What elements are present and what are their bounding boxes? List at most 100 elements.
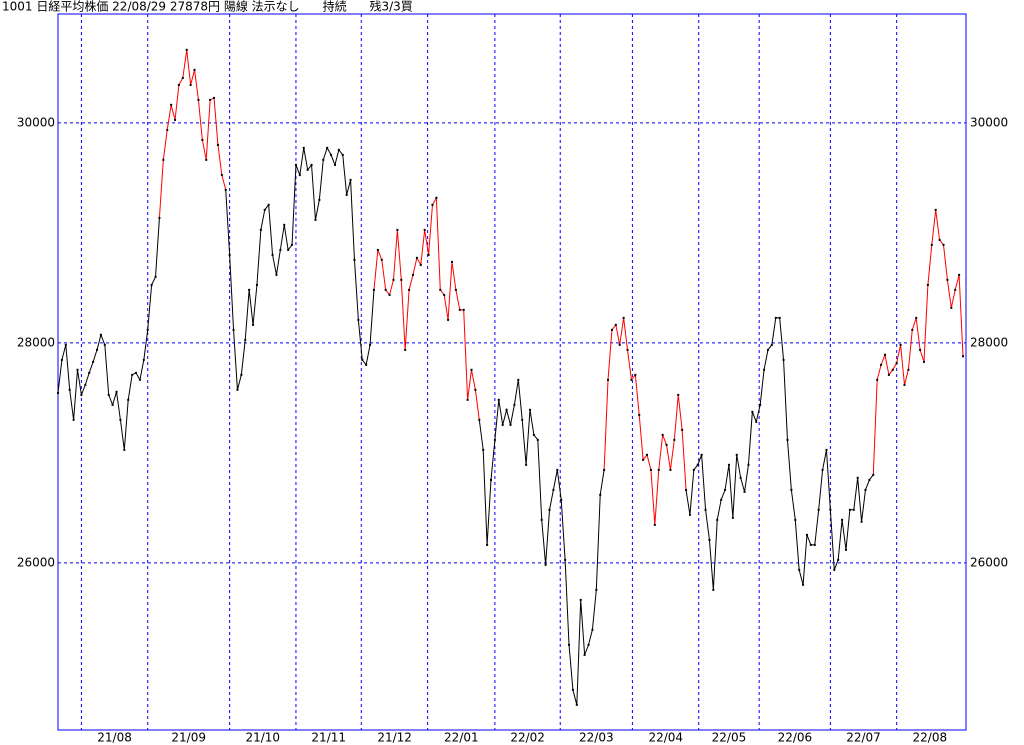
price-point xyxy=(240,373,243,376)
y-tick-label: 28000 xyxy=(17,335,55,349)
price-point xyxy=(283,223,286,226)
price-line xyxy=(158,49,227,218)
price-point xyxy=(653,523,656,526)
price-point xyxy=(724,488,727,491)
price-point xyxy=(844,548,847,551)
price-point xyxy=(922,360,925,363)
price-point xyxy=(415,256,418,259)
price-point xyxy=(883,353,886,356)
price-point xyxy=(369,343,372,346)
price-point xyxy=(864,488,867,491)
x-tick-label: 22/02 xyxy=(510,731,545,745)
price-point xyxy=(310,163,313,166)
price-point xyxy=(782,358,785,361)
price-point xyxy=(322,158,325,161)
plot-frame xyxy=(57,13,967,731)
price-point xyxy=(388,293,391,296)
price-point xyxy=(848,508,851,511)
price-point xyxy=(146,328,149,331)
price-point xyxy=(478,418,481,421)
price-point xyxy=(564,558,567,561)
price-point xyxy=(860,520,863,523)
price-point xyxy=(380,258,383,261)
price-point xyxy=(821,468,824,471)
price-point xyxy=(790,488,793,491)
price-point xyxy=(618,343,621,346)
price-point xyxy=(244,338,247,341)
y2-tick-label: 30000 xyxy=(970,115,1008,129)
price-point xyxy=(688,513,691,516)
price-point xyxy=(727,463,730,466)
price-point xyxy=(314,218,317,221)
price-point xyxy=(337,148,340,151)
price-point xyxy=(80,393,83,396)
price-point xyxy=(435,196,438,199)
price-point xyxy=(123,448,126,451)
chart-title: 1001 日経平均株価 22/08/29 27878円 陽線 法示なし 持続 残… xyxy=(2,0,413,14)
price-point xyxy=(743,490,746,493)
price-point xyxy=(735,453,738,456)
price-point xyxy=(103,343,106,346)
price-point xyxy=(962,355,964,358)
price-point xyxy=(954,288,957,291)
price-point xyxy=(255,283,258,286)
price-point xyxy=(595,588,598,591)
price-point xyxy=(805,533,808,536)
x-tick-label: 22/01 xyxy=(444,731,479,745)
price-point xyxy=(607,378,610,381)
price-line xyxy=(872,209,964,475)
price-point xyxy=(302,146,305,149)
price-point xyxy=(64,343,67,346)
price-point xyxy=(813,543,816,546)
price-point xyxy=(540,518,543,521)
price-point xyxy=(938,238,941,241)
price-point xyxy=(158,216,161,219)
price-point xyxy=(439,288,442,291)
price-point xyxy=(493,438,496,441)
price-point xyxy=(517,378,520,381)
price-point xyxy=(392,278,395,281)
price-point xyxy=(501,423,504,426)
price-point xyxy=(829,508,832,511)
price-point xyxy=(915,316,918,319)
price-point xyxy=(509,423,512,426)
price-point xyxy=(306,168,309,171)
price-point xyxy=(466,398,469,401)
price-point xyxy=(833,568,836,571)
price-point xyxy=(423,228,426,231)
price-point xyxy=(72,418,75,421)
y-tick-label: 26000 xyxy=(17,555,55,569)
price-point xyxy=(361,358,364,361)
price-point xyxy=(681,428,684,431)
price-point xyxy=(720,498,723,501)
price-point xyxy=(794,518,797,521)
price-point xyxy=(657,468,660,471)
price-point xyxy=(88,371,91,374)
price-point xyxy=(622,316,625,319)
price-point xyxy=(228,253,231,256)
x-tick-label: 22/08 xyxy=(913,731,948,745)
price-point xyxy=(525,463,528,466)
price-point xyxy=(458,308,461,311)
price-point xyxy=(330,153,333,156)
price-point xyxy=(521,418,524,421)
price-point xyxy=(556,468,559,471)
price-point xyxy=(197,98,200,101)
price-point xyxy=(291,243,294,246)
price-point xyxy=(404,348,407,351)
price-point xyxy=(919,348,922,351)
price-point xyxy=(872,473,875,476)
price-point xyxy=(486,543,489,546)
price-point xyxy=(400,278,403,281)
price-point xyxy=(209,98,212,101)
price-point xyxy=(837,558,840,561)
price-point xyxy=(778,316,781,319)
price-point xyxy=(345,193,348,196)
price-point xyxy=(267,203,270,206)
price-point xyxy=(76,368,79,371)
price-point xyxy=(111,403,114,406)
y2-tick-label: 28000 xyxy=(970,335,1008,349)
price-point xyxy=(692,468,695,471)
